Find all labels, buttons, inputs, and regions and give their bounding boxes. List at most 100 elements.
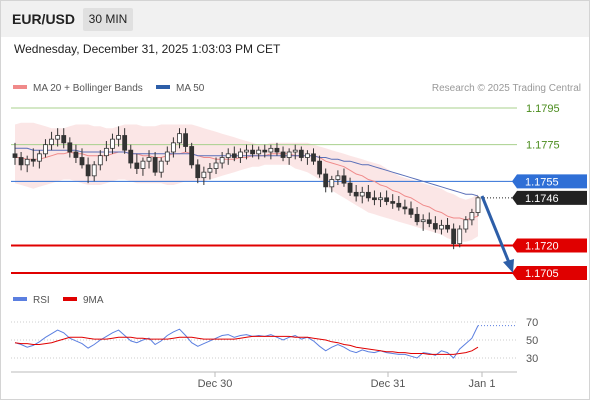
candle: [329, 175, 335, 193]
candle-body: [250, 149, 255, 155]
candle-body: [85, 164, 91, 177]
support-label-box: [512, 238, 587, 253]
candle-body: [317, 160, 323, 175]
candle: [61, 128, 67, 149]
candle: [323, 168, 329, 193]
candle-body: [231, 153, 237, 158]
candle-body: [402, 206, 408, 210]
candle-body: [170, 142, 176, 153]
rsi-tick-label: 50: [526, 335, 538, 347]
candle-body: [445, 224, 450, 230]
candle-body: [451, 228, 457, 245]
candle-body: [201, 171, 207, 179]
candle: [36, 150, 42, 169]
ma20-legend-label: MA 20 + Bollinger Bands: [33, 83, 143, 94]
candle-body: [329, 179, 335, 188]
candle: [152, 152, 158, 176]
candle: [317, 155, 323, 178]
rsi-legend-swatch: [13, 297, 27, 301]
candle: [18, 152, 24, 171]
candle: [274, 142, 280, 156]
candle: [73, 144, 79, 163]
candle: [134, 153, 140, 174]
ma9-legend-swatch: [63, 297, 77, 301]
candle: [225, 148, 231, 165]
candle-body: [140, 160, 146, 169]
candle: [195, 159, 201, 184]
level-label: 1.1720: [525, 241, 559, 253]
candle-body: [49, 138, 54, 146]
candle-body: [110, 138, 115, 149]
candle: [347, 177, 353, 196]
candle-body: [73, 151, 79, 158]
ma50-legend-label: MA 50: [176, 83, 205, 94]
candle: [262, 144, 268, 158]
header-bar: EUR/USD 30 MIN: [1, 1, 589, 37]
candle: [91, 161, 97, 182]
candle-body: [268, 147, 274, 153]
candle-body: [195, 164, 201, 179]
level-label: 1.1795: [526, 103, 560, 115]
candle: [378, 192, 383, 207]
candle-body: [207, 168, 213, 173]
candle-body: [61, 135, 67, 144]
candle-body: [469, 212, 475, 221]
candle-body: [262, 149, 268, 153]
candle-body: [420, 219, 426, 223]
candle-body: [177, 133, 182, 144]
candle-body: [408, 208, 414, 215]
support-label-box: [512, 266, 587, 280]
candle-body: [323, 173, 329, 188]
candle-body: [213, 162, 219, 169]
rsi-legend-label: RSI: [33, 295, 50, 306]
level-label: 1.1755: [525, 176, 559, 188]
candle-body: [152, 157, 158, 173]
candle-body: [365, 191, 371, 199]
candle: [414, 207, 420, 226]
candle: [292, 144, 298, 160]
candle: [67, 137, 73, 158]
candle-body: [244, 149, 249, 153]
symbol-label: EUR/USD: [12, 11, 76, 27]
last-price-box: [512, 190, 587, 205]
candle: [201, 166, 207, 185]
ma50-legend-swatch: [156, 85, 170, 89]
projection-layer: [480, 195, 514, 273]
x-tick-label: Jan 1: [469, 378, 496, 390]
credit-text: Research © 2025 Trading Central: [432, 83, 581, 94]
projection-arrow-shaft: [480, 195, 512, 266]
candle-body: [158, 160, 164, 173]
timeframe-button[interactable]: 30 MIN: [83, 8, 133, 31]
candle-body: [311, 153, 316, 162]
candle: [469, 208, 475, 226]
candle: [110, 133, 115, 154]
candle-body: [103, 147, 109, 157]
rsi-tick-label: 70: [526, 317, 538, 329]
candle: [445, 218, 450, 233]
candle: [238, 148, 243, 163]
candle-body: [122, 135, 128, 151]
candle: [244, 144, 249, 160]
rsi-tick-label: 30: [526, 353, 538, 365]
pivot-label-box: [512, 174, 587, 189]
candle-body: [225, 153, 231, 158]
candle: [341, 168, 347, 187]
candle-body: [372, 197, 377, 201]
candle-body: [463, 219, 469, 230]
candle: [365, 185, 371, 202]
level-label: 1.1775: [526, 140, 560, 152]
candle-body: [79, 157, 85, 166]
candle-body: [91, 164, 97, 177]
candle-body: [432, 223, 438, 230]
candle-body: [475, 197, 481, 213]
candle-body: [305, 153, 310, 158]
candle: [24, 155, 30, 173]
level-lines-layer: [11, 107, 517, 274]
candle: [79, 148, 85, 169]
candle: [43, 139, 48, 158]
candle-body: [335, 175, 341, 180]
candle: [55, 128, 61, 147]
candle: [140, 157, 146, 176]
candle: [420, 214, 426, 231]
